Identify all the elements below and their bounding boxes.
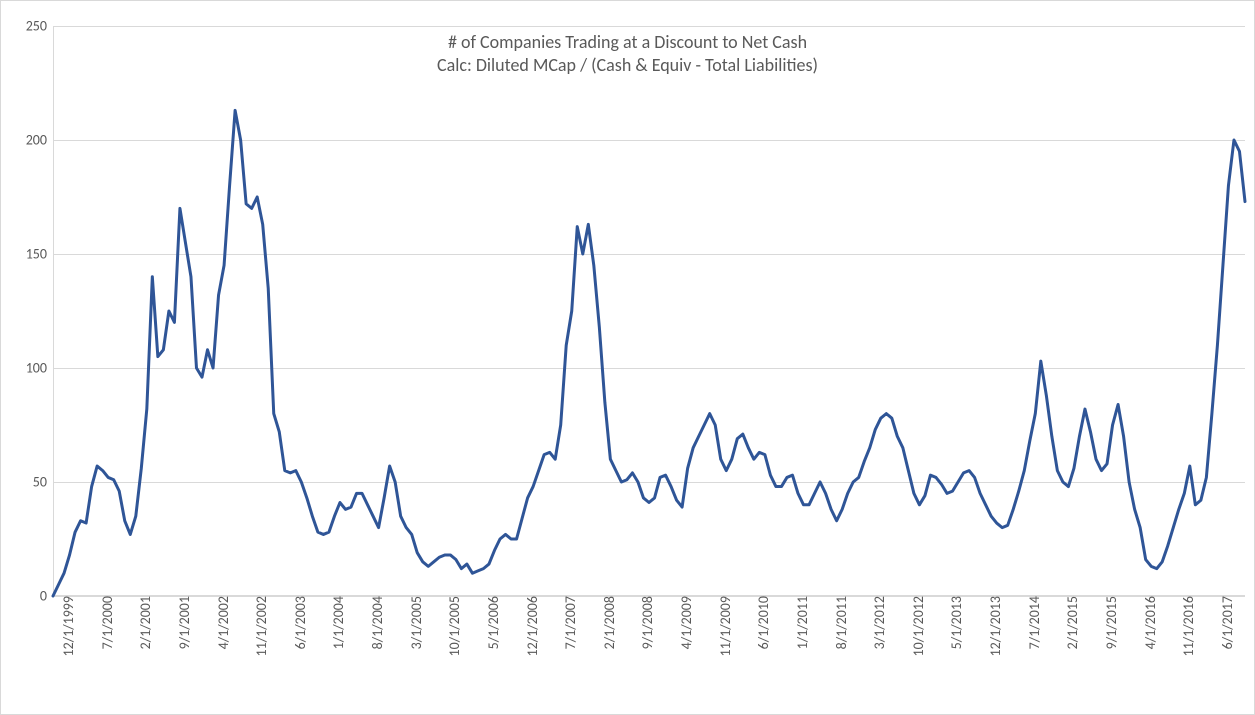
- x-tick-label: 7/1/2000: [97, 596, 116, 649]
- x-tick-label: 12/1/1999: [58, 596, 77, 656]
- x-tick-label: 8/1/2004: [367, 596, 386, 649]
- x-tick-label: 6/1/2017: [1217, 596, 1236, 649]
- x-tick-label: 9/1/2001: [174, 596, 193, 649]
- plot-area: 05010015020025012/1/19997/1/20002/1/2001…: [53, 26, 1245, 596]
- x-tick-label: 11/1/2002: [251, 596, 270, 656]
- x-tick-label: 4/1/2002: [213, 596, 232, 649]
- x-tick-label: 6/1/2010: [753, 596, 772, 649]
- x-tick-label: 2/1/2022: [1250, 596, 1255, 649]
- x-tick-label: 3/1/2005: [406, 596, 425, 649]
- x-tick-label: 6/1/2003: [290, 596, 309, 649]
- x-tick-label: 1/1/2004: [328, 596, 347, 649]
- y-tick-label: 0: [40, 588, 53, 605]
- x-tick-label: 9/1/2008: [637, 596, 656, 649]
- y-tick-label: 150: [26, 246, 53, 263]
- series-path: [53, 110, 1245, 596]
- x-tick-label: 2/1/2008: [599, 596, 618, 649]
- x-tick-label: 7/1/2014: [1024, 596, 1043, 649]
- x-tick-label: 10/1/2005: [444, 596, 463, 656]
- x-tick-label: 5/1/2013: [946, 596, 965, 649]
- x-tick-label: 4/1/2009: [676, 596, 695, 649]
- x-tick-label: 1/1/2011: [792, 596, 811, 649]
- x-tick-label: 2/1/2015: [1062, 596, 1081, 649]
- y-tick-label: 100: [26, 360, 53, 377]
- line-series: [53, 26, 1245, 596]
- x-tick-label: 11/1/2016: [1178, 596, 1197, 656]
- x-tick-label: 8/1/2011: [831, 596, 850, 649]
- x-tick-label: 12/1/2013: [985, 596, 1004, 656]
- x-tick-label: 9/1/2015: [1101, 596, 1120, 649]
- y-tick-label: 50: [33, 474, 53, 491]
- x-tick-label: 4/1/2016: [1140, 596, 1159, 649]
- x-tick-label: 7/1/2007: [560, 596, 579, 649]
- y-tick-label: 250: [26, 18, 53, 35]
- x-tick-label: 3/1/2012: [869, 596, 888, 649]
- x-tick-label: 2/1/2001: [135, 596, 154, 649]
- x-tick-label: 10/1/2012: [908, 596, 927, 656]
- chart-container: # of Companies Trading at a Discount to …: [0, 0, 1255, 715]
- y-tick-label: 200: [26, 132, 53, 149]
- x-tick-label: 11/1/2009: [715, 596, 734, 656]
- x-tick-label: 5/1/2006: [483, 596, 502, 649]
- x-tick-label: 12/1/2006: [522, 596, 541, 656]
